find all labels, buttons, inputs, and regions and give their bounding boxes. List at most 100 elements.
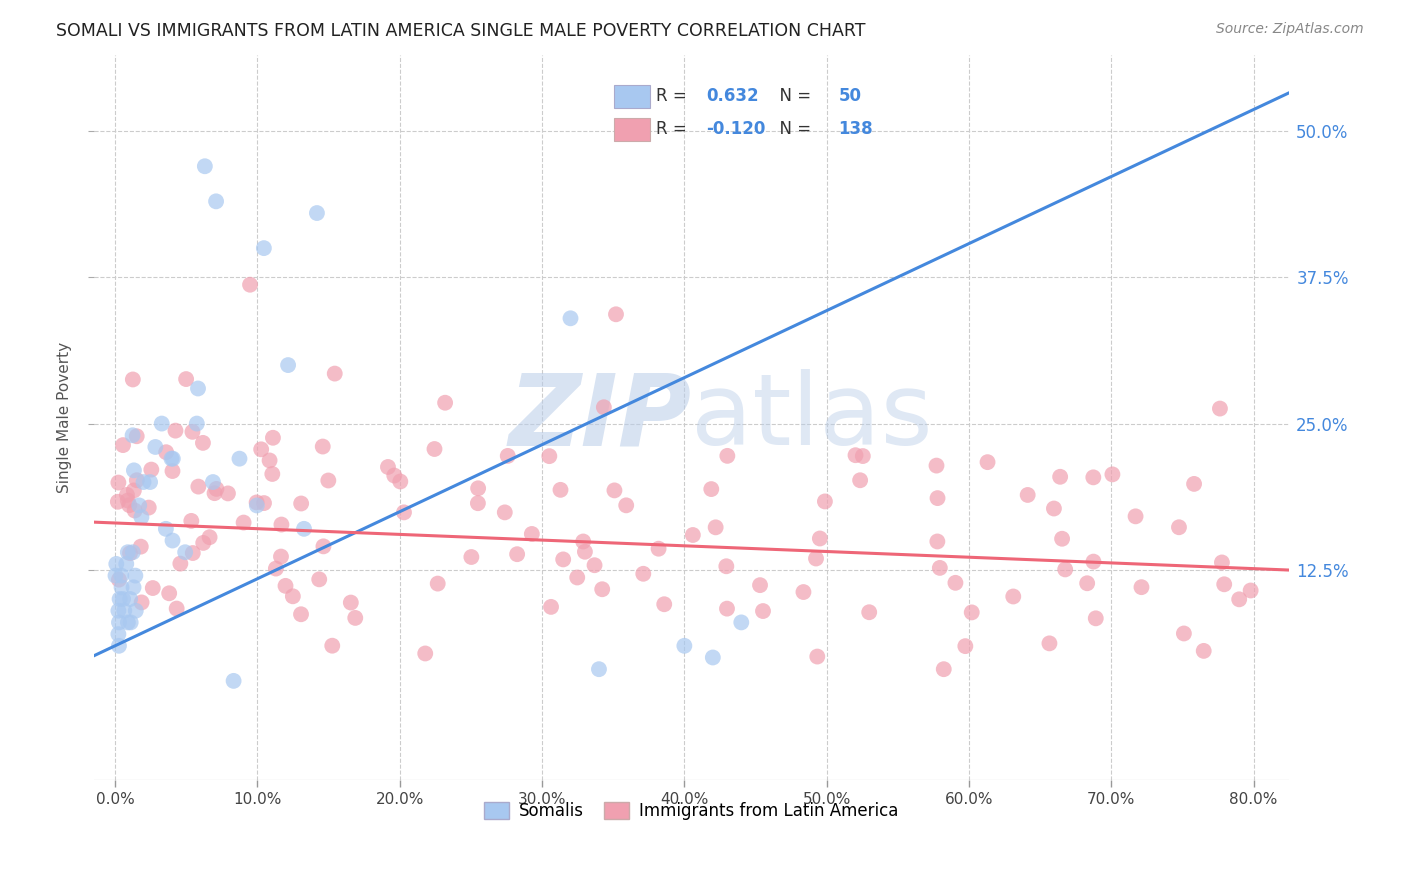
Point — [716, 601, 738, 615]
Point — [1002, 590, 1025, 604]
Point — [162, 464, 184, 478]
Point — [131, 510, 153, 524]
Text: -0.120: -0.120 — [706, 120, 765, 138]
Point — [104, 568, 127, 582]
Point — [118, 546, 141, 560]
Point — [124, 503, 146, 517]
Point — [550, 483, 572, 497]
Point — [814, 494, 837, 508]
Point — [181, 546, 204, 560]
Point — [592, 401, 614, 415]
Point — [198, 530, 221, 544]
Point — [700, 482, 723, 496]
Point — [187, 480, 209, 494]
Point — [128, 499, 150, 513]
Point — [467, 481, 489, 495]
Point — [1227, 592, 1250, 607]
Point — [540, 599, 562, 614]
Point — [122, 580, 145, 594]
Point — [945, 575, 967, 590]
Point — [730, 615, 752, 630]
Point — [232, 516, 254, 530]
Point — [201, 475, 224, 489]
Point — [392, 505, 415, 519]
Point — [506, 547, 529, 561]
Point — [1017, 488, 1039, 502]
Point — [806, 649, 828, 664]
Point — [253, 241, 276, 255]
Point — [186, 417, 208, 431]
Point — [120, 615, 142, 630]
Point — [716, 559, 738, 574]
Point — [808, 532, 831, 546]
Point — [389, 475, 412, 489]
Point — [181, 425, 204, 439]
Point — [704, 520, 727, 534]
Point — [139, 475, 162, 489]
Point — [752, 604, 775, 618]
Point — [115, 557, 138, 571]
Point — [262, 467, 284, 481]
Point — [290, 496, 312, 510]
Point — [117, 493, 139, 508]
Point — [591, 582, 613, 597]
Point — [187, 382, 209, 396]
Point — [614, 499, 637, 513]
Point — [125, 429, 148, 443]
Point — [673, 639, 696, 653]
Point — [1076, 576, 1098, 591]
Point — [204, 486, 226, 500]
Point — [174, 545, 197, 559]
Point — [1101, 467, 1123, 482]
Point — [253, 496, 276, 510]
Point — [702, 650, 724, 665]
Point — [117, 615, 139, 630]
Point — [423, 442, 446, 456]
Point — [849, 473, 872, 487]
Point — [107, 604, 129, 618]
Point — [217, 486, 239, 500]
FancyBboxPatch shape — [614, 85, 650, 108]
Point — [1125, 509, 1147, 524]
Point — [932, 662, 955, 676]
Point — [633, 566, 655, 581]
Text: 50: 50 — [838, 87, 862, 105]
Point — [110, 568, 132, 582]
Point — [1211, 556, 1233, 570]
Point — [804, 551, 827, 566]
Point — [150, 417, 173, 431]
Point — [1083, 470, 1105, 484]
Point — [124, 568, 146, 582]
Text: R =: R = — [655, 87, 692, 105]
Point — [434, 395, 457, 409]
Point — [1173, 626, 1195, 640]
Point — [1213, 577, 1236, 591]
Point — [344, 611, 367, 625]
Point — [132, 475, 155, 489]
Point — [1049, 470, 1071, 484]
Point — [716, 449, 738, 463]
Point — [246, 495, 269, 509]
Point — [191, 436, 214, 450]
Point — [157, 586, 180, 600]
Point — [340, 596, 363, 610]
Point — [318, 474, 340, 488]
Point — [122, 463, 145, 477]
Point — [682, 528, 704, 542]
Point — [792, 585, 814, 599]
Point — [1054, 562, 1077, 576]
Point — [1043, 501, 1066, 516]
Point — [976, 455, 998, 469]
Point — [290, 607, 312, 622]
Point — [852, 449, 875, 463]
Point — [141, 462, 163, 476]
Point — [169, 557, 191, 571]
Point — [1168, 520, 1191, 534]
Point — [382, 468, 405, 483]
Point — [844, 448, 866, 462]
Point — [105, 557, 128, 571]
Point — [520, 527, 543, 541]
Text: R =: R = — [655, 120, 692, 138]
Text: SOMALI VS IMMIGRANTS FROM LATIN AMERICA SINGLE MALE POVERTY CORRELATION CHART: SOMALI VS IMMIGRANTS FROM LATIN AMERICA … — [56, 22, 866, 40]
Point — [494, 505, 516, 519]
